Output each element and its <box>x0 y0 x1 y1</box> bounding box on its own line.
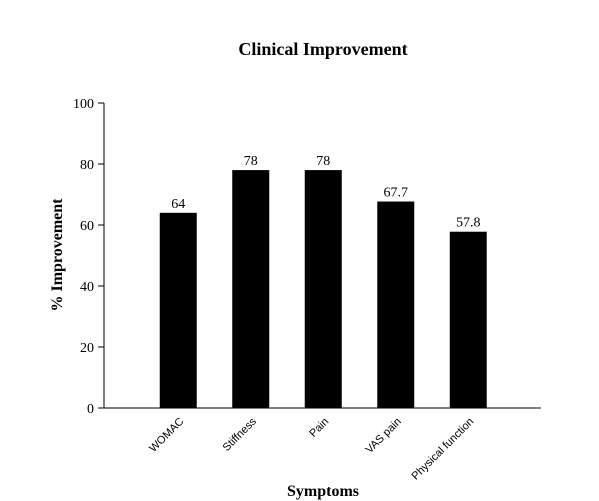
y-axis-title: % Improvement <box>49 198 66 312</box>
x-tick-label: Pain <box>307 416 331 440</box>
value-label: 78 <box>316 154 330 169</box>
y-tick-label: 100 <box>73 97 94 112</box>
value-label: 57.8 <box>456 216 481 231</box>
y-tick-label: 0 <box>87 402 94 417</box>
x-tick-label: WOMAC <box>147 416 186 455</box>
y-tick-label: 20 <box>80 341 94 356</box>
x-tick-label: Physical function <box>410 416 477 483</box>
y-tick-label: 40 <box>80 280 94 295</box>
value-label: 78 <box>244 154 258 169</box>
bar <box>232 170 270 408</box>
bar <box>449 231 487 408</box>
bar <box>377 201 415 408</box>
bar <box>159 212 197 408</box>
y-tick-label: 60 <box>80 219 94 234</box>
x-tick-label: Stiffness <box>221 415 260 454</box>
chart-title: Clinical Improvement <box>238 39 407 59</box>
bar <box>304 170 342 408</box>
y-tick-label: 80 <box>80 158 94 173</box>
x-tick-label: VAS pain <box>364 416 404 456</box>
value-label: 64 <box>171 197 185 212</box>
x-axis-title: Symptoms <box>287 483 359 500</box>
value-label: 67.7 <box>384 186 409 201</box>
